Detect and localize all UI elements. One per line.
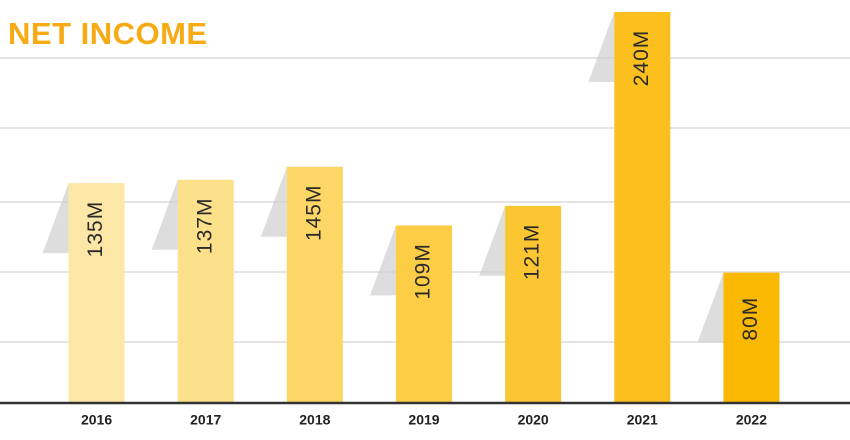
bar xyxy=(68,183,125,403)
bar xyxy=(614,12,671,403)
x-tick-label: 2017 xyxy=(190,412,221,428)
value-label: 240M xyxy=(630,30,653,87)
x-tick-label: 2022 xyxy=(736,412,767,428)
x-tick-label: 2018 xyxy=(299,412,330,428)
bar xyxy=(396,225,452,403)
bar-shadow xyxy=(42,183,69,254)
bar-shadow xyxy=(370,225,396,296)
value-label: 145M xyxy=(302,185,325,242)
value-label: 137M xyxy=(193,198,216,255)
chart-title: NET INCOME xyxy=(8,16,208,51)
x-tick-label: 2019 xyxy=(408,412,439,428)
x-tick-label: 2016 xyxy=(81,412,112,428)
value-label: 80M xyxy=(739,297,762,341)
bar-shadow xyxy=(479,205,506,276)
value-label: 135M xyxy=(84,201,107,258)
bar-shadow xyxy=(697,272,724,343)
bar-shadow xyxy=(151,179,178,250)
value-label: 121M xyxy=(521,224,544,281)
bar-shadow xyxy=(260,166,287,237)
x-tick-label: 2020 xyxy=(518,412,549,428)
value-label: 109M xyxy=(412,243,435,300)
bar-shadow xyxy=(588,12,615,82)
bar xyxy=(505,205,562,403)
bar xyxy=(286,166,343,403)
bar xyxy=(723,272,780,403)
bar xyxy=(177,179,234,403)
x-tick-label: 2021 xyxy=(627,412,658,428)
